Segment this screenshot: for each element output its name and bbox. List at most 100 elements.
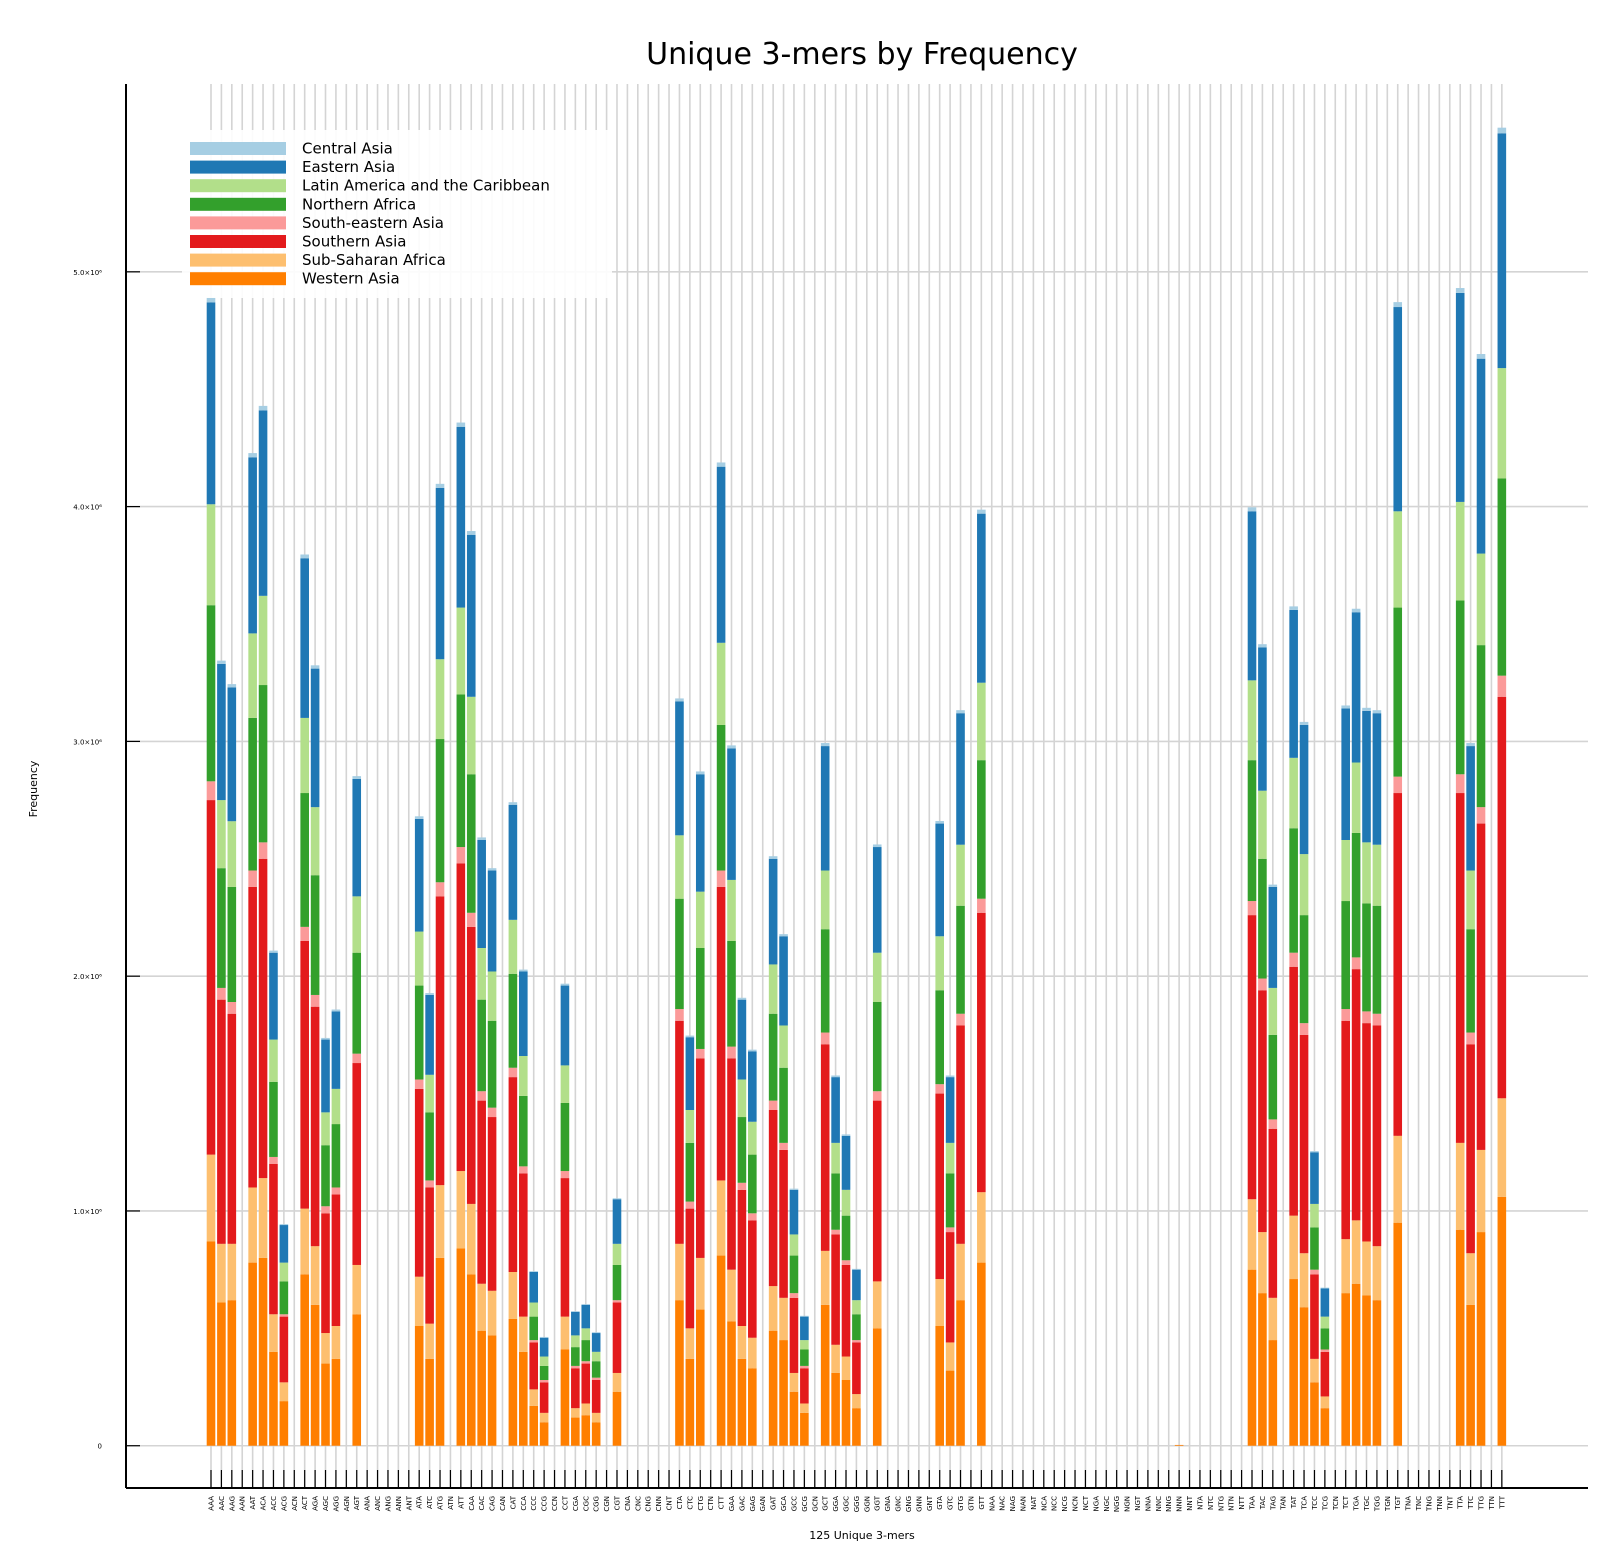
bar-segment-gtg [956, 1013, 965, 1026]
bar-segment-tac [1258, 1293, 1267, 1446]
x-tick-label: GNN [915, 1496, 923, 1512]
bar-segment-ttg [1476, 823, 1486, 1150]
bar-segment-gta [935, 1326, 944, 1446]
bar-segment-aga [310, 1006, 320, 1247]
bar-segment-gac [737, 999, 747, 1080]
bar-segment-cct [560, 1178, 570, 1317]
x-tick-label: TGN [1384, 1496, 1392, 1512]
bar-segment-gta [935, 823, 944, 937]
bar-segment-aac [217, 868, 226, 988]
bar-segment-caa [466, 1274, 476, 1446]
bar-segment-att [456, 847, 466, 864]
bar-segment-ttc [1466, 743, 1475, 747]
bar-segment-caa [466, 696, 476, 775]
bar-segment-gcg [800, 1349, 809, 1366]
bar-segment-tga [1351, 1283, 1361, 1446]
bar-segment-atc [425, 1180, 434, 1188]
bar-segment-act [300, 558, 309, 718]
bar-segment-tct [1341, 705, 1350, 709]
x-tick-label: CGN [603, 1496, 611, 1512]
bar-segment-cgt [612, 1302, 622, 1373]
bar-segment-agt [352, 896, 362, 953]
bar-segment-ttg [1476, 645, 1486, 808]
bar-segment-tgg [1372, 1300, 1382, 1446]
x-tick-label: ANN [395, 1496, 403, 1511]
y-tick-label: 1.0×10⁶ [73, 1208, 102, 1216]
x-tick-label: GGA [832, 1496, 840, 1512]
bar-segment-act [300, 926, 309, 941]
bar-segment-gga [831, 1234, 840, 1345]
bar-segment-gag [748, 1121, 757, 1155]
bar-segment-gca [779, 1142, 788, 1150]
x-tick-label: NTG [1217, 1496, 1225, 1511]
bar-segment-caa [466, 531, 476, 535]
x-tick-label: TGG [1373, 1496, 1381, 1512]
bar-segment-tgt [1393, 776, 1403, 794]
bar-segment-tgc [1362, 842, 1371, 904]
bar-segment-gat [768, 1013, 778, 1101]
bar-segment-cta [675, 701, 684, 836]
bar-segment-ccc [529, 1405, 539, 1446]
bar-segment-tta [1455, 774, 1465, 794]
bar-segment-cct [560, 1316, 570, 1350]
bar-segment-tag [1268, 886, 1278, 988]
bar-segment-ggt [872, 1091, 882, 1101]
bar-segment-ata [414, 1079, 424, 1089]
bar-segment-agt [352, 952, 362, 1054]
x-tick-label: TCG [1321, 1496, 1329, 1511]
bar-segment-agc [321, 1037, 330, 1040]
bar-segment-tag [1268, 1340, 1278, 1446]
x-tick-label: GGG [853, 1496, 861, 1512]
bar-segment-cct [560, 1102, 570, 1172]
bar-segment-cgg [591, 1422, 601, 1446]
bar-segment-aat [248, 453, 257, 458]
bar-segment-ctc [685, 1201, 695, 1209]
bar-segment-gaa [727, 745, 736, 749]
bar-segment-cca [519, 969, 528, 972]
bar-segment-ttc [1466, 1253, 1475, 1305]
bar-segment-tcg [1320, 1316, 1330, 1329]
bar-segment-aac [217, 1302, 226, 1446]
bar-segment-tgt [1393, 511, 1403, 608]
bar-segment-atc [425, 1074, 434, 1113]
x-tick-label: TNA [1405, 1496, 1413, 1512]
bar-segment-act [300, 940, 309, 1209]
x-tick-label: AGG [332, 1496, 340, 1512]
bar-segment-tac [1258, 990, 1267, 1233]
x-tick-label: NTN [1228, 1496, 1236, 1511]
y-tick-label: 5.0×10⁶ [73, 269, 102, 277]
bar-segment-gtg [956, 1300, 965, 1446]
bar-segment-cgt [612, 1391, 622, 1446]
legend-swatch [190, 235, 286, 248]
bar-segment-agg [331, 1124, 341, 1188]
bar-segment-gtt [977, 898, 986, 913]
bar-segment-tct [1341, 901, 1350, 1010]
bar-segment-tta [1455, 1229, 1465, 1446]
bar-segment-caa [466, 926, 476, 1204]
bar-segment-tgc [1362, 1295, 1371, 1446]
bar-segment-gcc [789, 1234, 799, 1256]
bar-segment-ttc [1466, 1304, 1475, 1446]
bar-segment-cgt [612, 1264, 622, 1301]
bar-segment-gtc [945, 1370, 955, 1446]
bar-segment-aga [310, 875, 320, 995]
bar-segment-tga [1351, 1220, 1361, 1284]
bar-segment-gtc [945, 1342, 955, 1371]
bar-segment-cag [487, 1117, 497, 1291]
bar-segment-caa [466, 774, 476, 913]
bar-segment-agg [331, 1187, 341, 1195]
bar-segment-tgg [1372, 710, 1382, 714]
bar-segment-ggg [852, 1394, 861, 1409]
bar-segment-acc [269, 1156, 278, 1164]
bar-segment-cta [675, 1243, 684, 1301]
bar-segment-gcg [800, 1365, 809, 1369]
bar-segment-gac [737, 997, 747, 1000]
bar-segment-tca [1299, 854, 1309, 916]
x-tick-label: CAC [478, 1496, 486, 1511]
bar-segment-gca [779, 1340, 788, 1446]
bar-segment-att [456, 426, 466, 608]
bar-segment-cag [487, 1020, 497, 1108]
bar-segment-tcc [1310, 1203, 1319, 1228]
x-tick-label: GCG [801, 1496, 809, 1512]
